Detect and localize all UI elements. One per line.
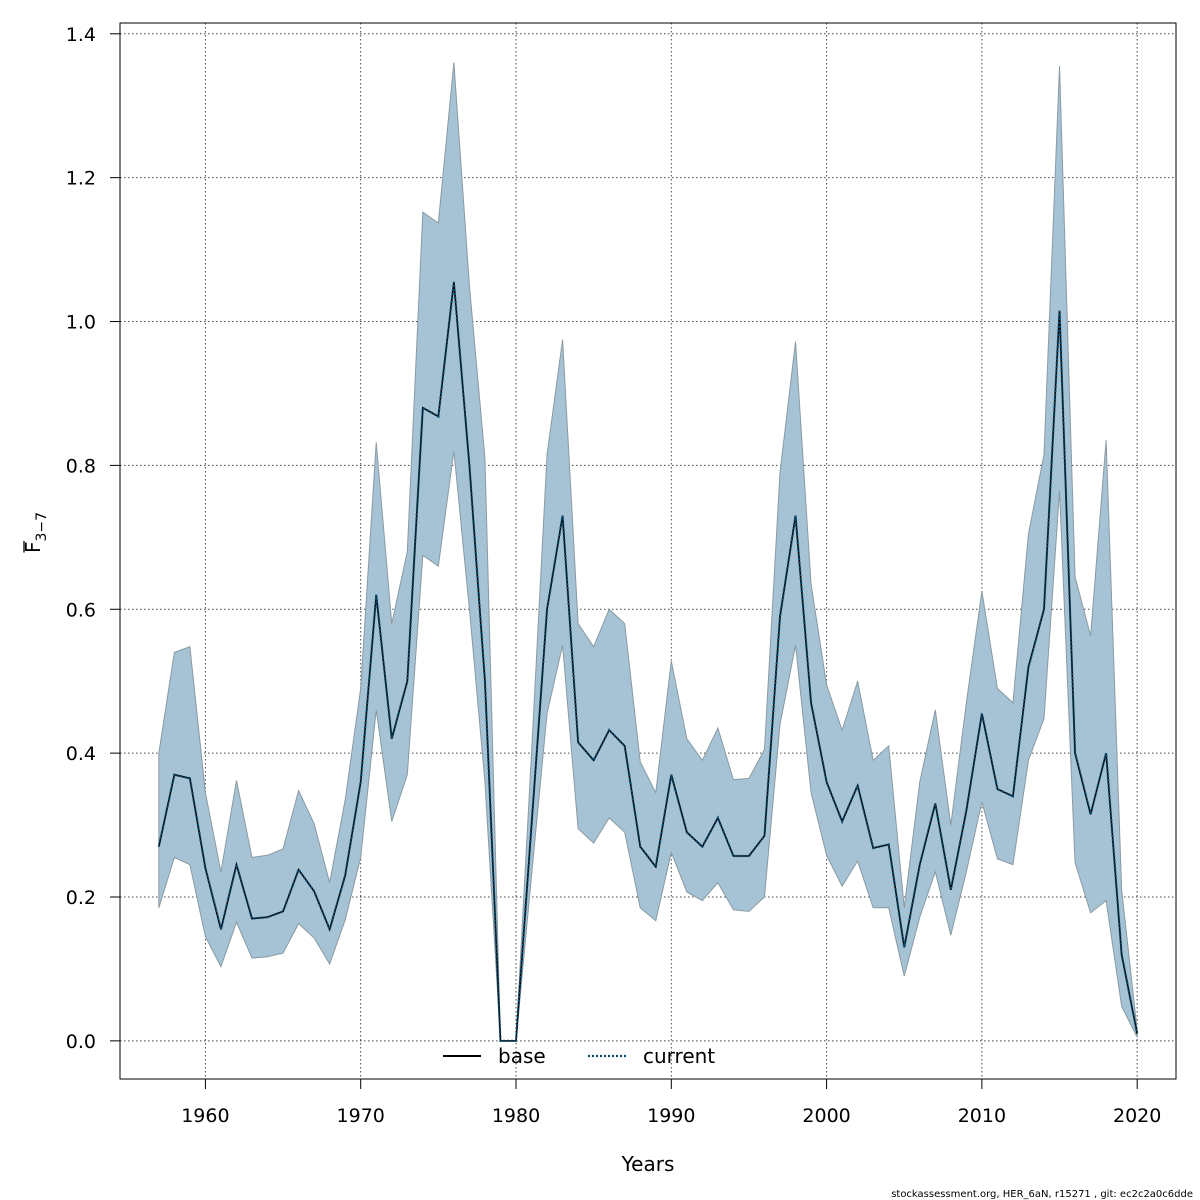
y-axis: 0.0 0.2 0.4 0.6 0.8 1.0 1.2 1.4 [66,24,121,1053]
legend: base current [443,1044,715,1068]
legend-label-current: current [643,1044,715,1068]
series-lines [157,281,1139,1042]
x-tick-label-1980: 1980 [492,1105,540,1127]
y-tick-label-3: 0.6 [66,599,96,621]
y-axis-title-main: F [21,541,45,553]
x-tick-label-1970: 1970 [337,1105,385,1127]
x-tick-label-2020: 2020 [1113,1105,1161,1127]
x-axis-title: Years [621,1152,675,1176]
x-tick-label-1960: 1960 [181,1105,229,1127]
series-line-current [157,281,1139,1042]
grid-lines [120,23,1176,1079]
legend-label-base: base [498,1044,546,1068]
y-tick-label-2: 0.4 [66,743,96,765]
confidence-band [158,62,1138,1042]
y-axis-title-sub: 3−7 [34,512,50,542]
footer-text: stockassessment.org, HER_6aN, r15271 , g… [891,1189,1193,1200]
x-tick-label-1990: 1990 [647,1105,695,1127]
y-tick-label-7: 1.4 [66,24,96,46]
y-tick-label-6: 1.2 [66,168,96,190]
y-axis-title: F3−7 [21,512,50,553]
y-tick-label-1: 0.2 [66,887,96,909]
x-axis: 1960 1970 1980 1990 2000 2010 2020 [181,1078,1161,1127]
x-tick-label-2010: 2010 [958,1105,1006,1127]
y-tick-label-5: 1.0 [66,312,96,334]
svg-text:F3−7: F3−7 [21,512,50,553]
x-tick-label-2000: 2000 [802,1105,850,1127]
y-tick-label-4: 0.8 [66,455,96,477]
y-tick-label-0: 0.0 [66,1031,96,1053]
band-area [158,62,1138,1042]
